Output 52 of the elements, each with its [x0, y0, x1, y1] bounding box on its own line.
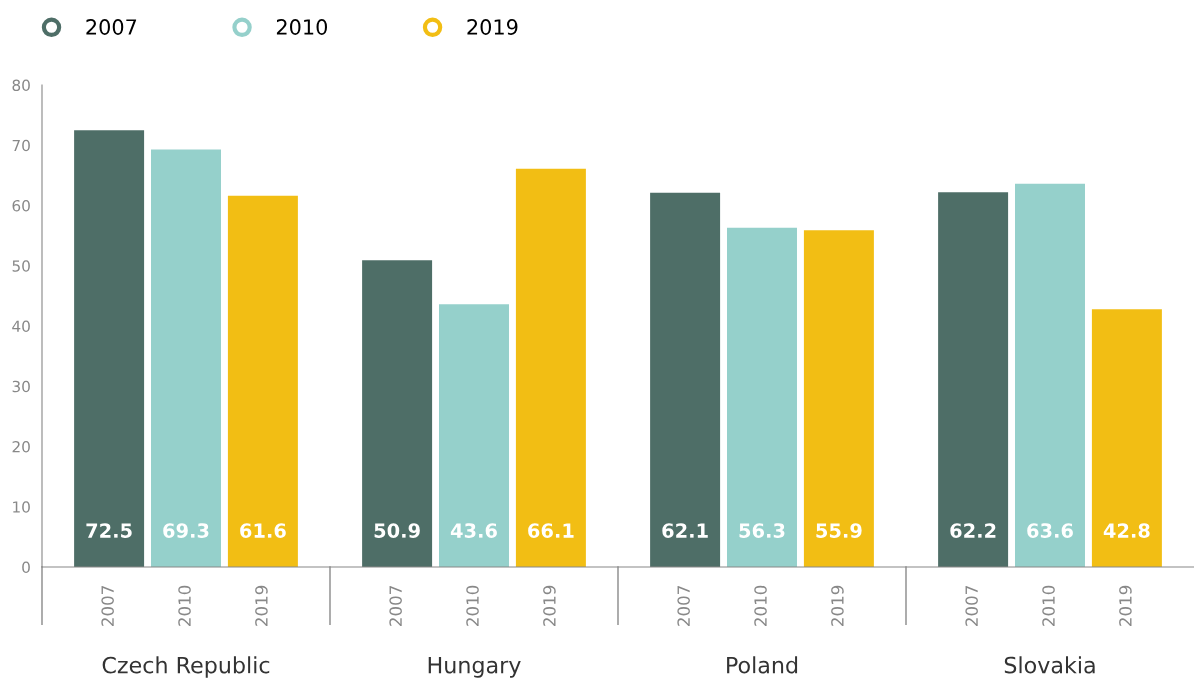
y-tick-label: 50 [12, 260, 30, 272]
bar [151, 149, 221, 567]
bar [74, 130, 145, 567]
text: 2019 [255, 585, 268, 626]
y-tick-label: 70 [12, 139, 30, 152]
bar [439, 304, 509, 567]
data-label: 50.9 [374, 523, 420, 538]
text: 2010 [754, 585, 767, 626]
bar [650, 192, 721, 567]
bar [227, 195, 298, 567]
text: 2019 [543, 585, 556, 626]
data-label: 62.2 [950, 523, 996, 538]
bar [727, 227, 797, 567]
text: 2010 [1042, 585, 1055, 626]
bar [938, 192, 1009, 567]
y-tick-label: 10 [13, 501, 30, 513]
text: 2019 [831, 585, 844, 626]
data-label: 66.1 [528, 523, 574, 538]
y-tick-label: 60 [12, 199, 30, 212]
text: 2010 [466, 585, 479, 626]
bar [1091, 309, 1162, 567]
y-tick-label: 0 [22, 561, 30, 574]
data-label: 69.3 [163, 523, 209, 538]
data-label: 63.6 [1027, 523, 1073, 538]
y-tick-label: 20 [12, 440, 30, 453]
y-tick-label: 40 [12, 320, 30, 333]
data-label: 72.5 [86, 523, 132, 538]
data-label: 61.6 [240, 523, 286, 538]
y-tick-label: 80 [12, 79, 30, 92]
text: 2007 [101, 586, 114, 626]
bar [515, 168, 586, 567]
x-tick-label: Poland [727, 656, 798, 674]
data-label: 62.1 [662, 523, 708, 538]
bar [1015, 183, 1085, 567]
x-tick-label: Hungary [428, 656, 521, 678]
y-tick-label: 30 [12, 380, 30, 393]
bar [362, 260, 433, 567]
data-label: 42.8 [1103, 523, 1150, 538]
legend-label: 2010 [276, 19, 328, 35]
x-tick-label: Slovakia [1004, 656, 1095, 674]
text: 2019 [1119, 585, 1132, 626]
x-tick-label: Czech Republic [102, 656, 270, 678]
data-label: 55.9 [816, 523, 862, 538]
text: 2007 [389, 586, 402, 626]
legend-label: 2007 [86, 19, 137, 35]
text: 2007 [677, 586, 690, 626]
data-label: 56.3 [739, 523, 785, 538]
text: 2010 [178, 585, 191, 626]
data-label: 43.6 [450, 523, 497, 538]
legend-label: 2019 [467, 19, 518, 35]
bar [803, 230, 874, 567]
text: 2007 [965, 586, 978, 626]
